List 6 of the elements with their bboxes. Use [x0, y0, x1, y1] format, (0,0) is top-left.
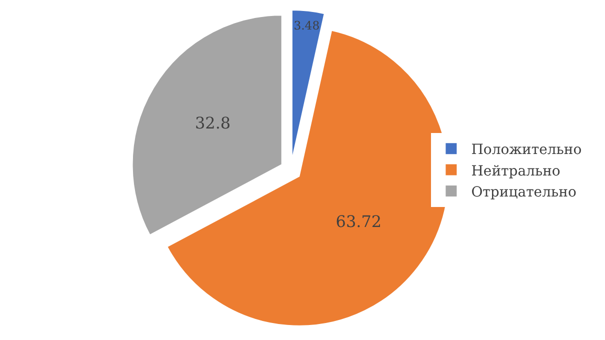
legend-label: Положительно: [471, 142, 582, 158]
data-label: 63.72: [336, 212, 382, 232]
data-label: 3.48: [294, 18, 320, 33]
legend-label: Нейтрально: [471, 163, 560, 180]
legend-label: Отрицательно: [471, 184, 576, 200]
data-label: 32.8: [194, 114, 231, 133]
